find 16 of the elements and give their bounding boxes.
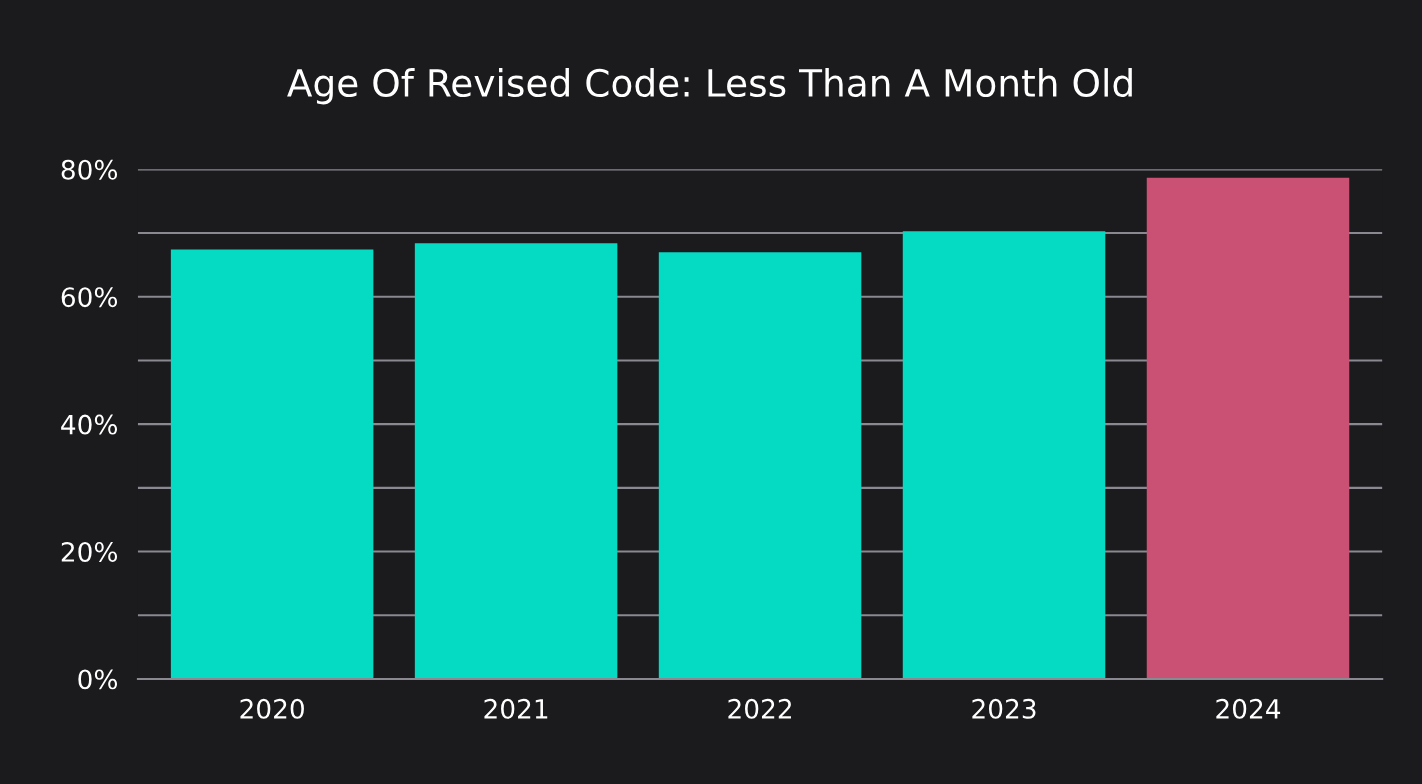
bar — [658, 252, 862, 679]
y-tick-label: 60% — [61, 287, 118, 308]
bar — [170, 249, 374, 679]
bar — [902, 231, 1106, 679]
x-tick-label: 2020 — [240, 698, 304, 719]
chart-title: Age Of Revised Code: Less Than A Month Old — [287, 68, 1132, 105]
x-tick-label: 2023 — [972, 698, 1036, 719]
x-tick-label: 2022 — [728, 698, 791, 719]
y-tick-label: 80% — [61, 159, 118, 180]
bar — [414, 243, 618, 679]
y-tick-label: 40% — [61, 414, 118, 435]
y-tick-label: 20% — [61, 541, 118, 562]
x-tick-label: 2024 — [1216, 698, 1281, 719]
x-tick-label: 2021 — [484, 698, 548, 719]
bar — [1146, 177, 1350, 679]
y-tick-label: 0% — [78, 669, 118, 690]
